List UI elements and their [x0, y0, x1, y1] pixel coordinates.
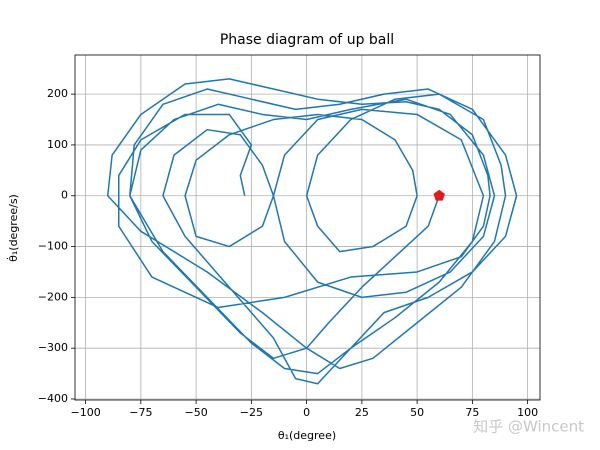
x-tick-label: −75: [129, 406, 152, 419]
y-tick-label: −400: [38, 392, 68, 405]
x-tick-label: 25: [355, 406, 369, 419]
x-tick-label: 50: [410, 406, 424, 419]
y-tick-label: −100: [38, 240, 68, 253]
trajectory-line: [106, 78, 518, 385]
plot-frame: [74, 54, 541, 401]
x-axis-label: θ₁(degree): [278, 429, 336, 442]
y-tick-label: 200: [47, 87, 68, 100]
x-tick-label: 75: [465, 406, 479, 419]
x-tick-label: −50: [185, 406, 208, 419]
x-tick-label: 100: [517, 406, 538, 419]
x-tick-label: −25: [240, 406, 263, 419]
chart-title: Phase diagram of up ball: [220, 32, 394, 48]
y-tick-label: −300: [38, 341, 68, 354]
y-tick-label: 0: [61, 189, 68, 202]
start-marker: [433, 189, 445, 201]
y-tick-label: 100: [47, 138, 68, 151]
y-tick-label: −200: [38, 290, 68, 303]
watermark: 知乎 @Wincent: [473, 418, 584, 436]
x-tick-label: 0: [303, 406, 310, 419]
x-tick-label: −100: [70, 406, 100, 419]
y-axis-label: θ̇₁(degree/s): [6, 194, 20, 262]
